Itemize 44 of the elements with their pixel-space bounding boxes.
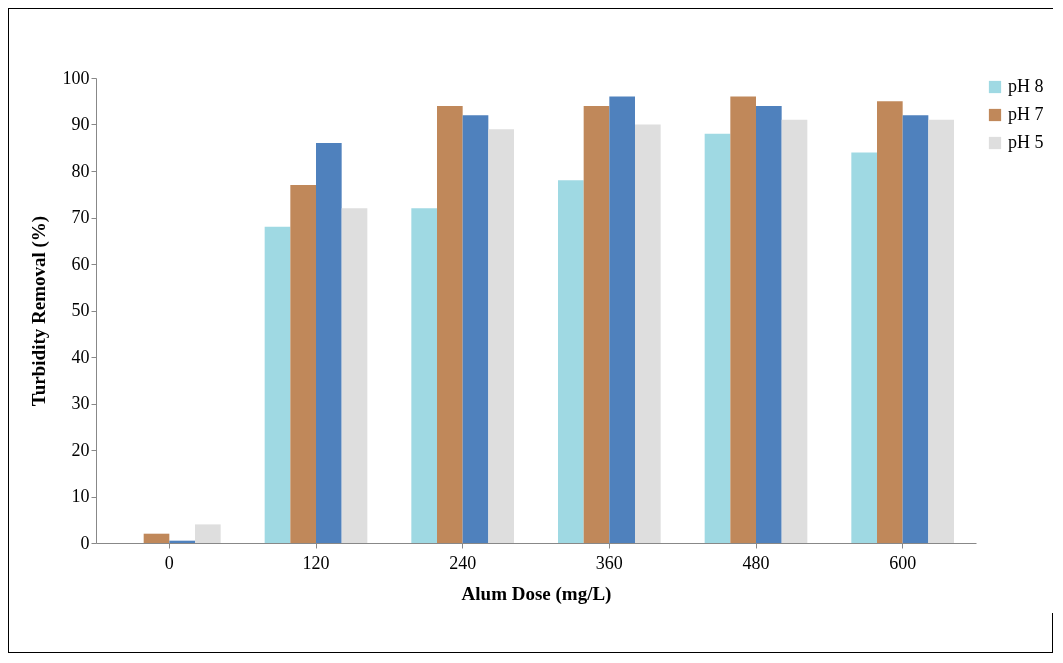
- y-tick-label: 20: [71, 439, 90, 460]
- bar: [902, 115, 929, 543]
- y-tick-label: 40: [71, 346, 90, 367]
- x-tick-label: 480: [742, 552, 770, 573]
- y-tick-label: 70: [71, 207, 90, 227]
- bar: [411, 208, 437, 543]
- bar: [437, 105, 463, 543]
- legend-label: pH 8: [1008, 76, 1044, 96]
- bar: [316, 143, 342, 543]
- y-tick-label: 0: [80, 532, 90, 553]
- bar: [341, 208, 368, 543]
- y-tick-label: 50: [71, 300, 90, 320]
- y-tick-label: 60: [71, 253, 90, 274]
- bar: [730, 96, 756, 543]
- y-tick-label: 100: [62, 67, 90, 88]
- legend-label: pH 7: [1008, 104, 1044, 124]
- bar: [851, 152, 877, 543]
- y-tick-label: 10: [71, 486, 90, 506]
- x-tick-label: 240: [449, 552, 477, 573]
- bar: [704, 133, 731, 543]
- bar: [558, 180, 584, 543]
- y-tick-label: 80: [71, 160, 90, 181]
- bar: [583, 105, 610, 543]
- x-tick-label: 0: [164, 552, 174, 573]
- x-axis-title: Alum Dose (mg/L): [461, 582, 612, 605]
- bar: [264, 226, 291, 543]
- bar: [609, 96, 635, 543]
- bar: [488, 129, 514, 543]
- bar: [781, 119, 808, 543]
- y-tick-label: 30: [71, 393, 90, 413]
- legend-label: pH 5: [1008, 132, 1044, 152]
- bar: [635, 124, 661, 543]
- bar: [756, 105, 782, 543]
- bar: [290, 184, 316, 543]
- bar: [462, 115, 489, 543]
- bar: [877, 101, 903, 543]
- x-tick-label: 600: [889, 552, 917, 573]
- bar: [928, 119, 954, 543]
- bar: [195, 524, 221, 543]
- x-tick-label: 120: [302, 552, 330, 573]
- y-tick-label: 90: [71, 114, 90, 134]
- x-tick-label: 360: [595, 552, 623, 573]
- bar: [143, 533, 170, 543]
- y-axis-title: Turbidity Removal (%): [27, 215, 50, 407]
